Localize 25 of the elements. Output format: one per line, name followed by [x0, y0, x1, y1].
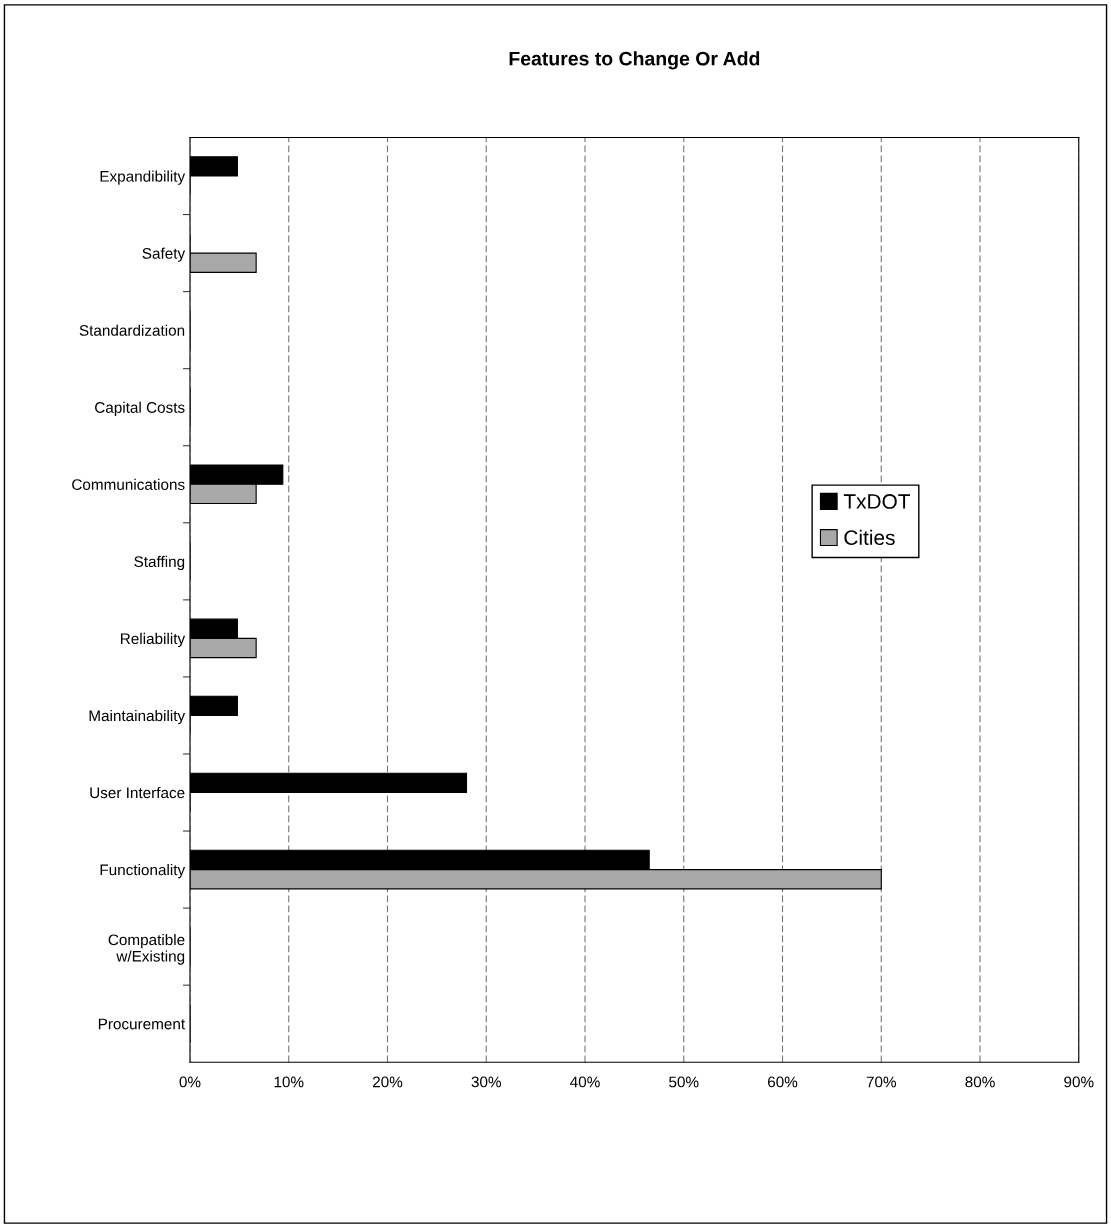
x-tick-label: 20%	[372, 1076, 403, 1088]
y-tick-label: User Interface	[90, 787, 185, 799]
y-tick-label: Functionality	[100, 864, 186, 879]
y-tick-label: Communications	[72, 478, 185, 490]
y-tick-label: Procurement	[98, 1018, 186, 1030]
y-tick-label: Compatible w/Existing	[108, 933, 185, 965]
y-tick-label: Staffing	[134, 555, 185, 571]
x-tick-label: 80%	[965, 1076, 995, 1088]
y-tick-label: Safety	[142, 247, 186, 262]
y-tick-label: Maintainability	[89, 709, 186, 725]
y-tick-label: Standardization	[79, 324, 185, 336]
x-tick-label: 60%	[768, 1076, 798, 1088]
legend-label: TxDOT	[843, 494, 911, 509]
x-tick-label: 70%	[866, 1076, 897, 1088]
x-tick-label: 50%	[669, 1076, 699, 1088]
legend-label: Cities	[844, 529, 895, 546]
x-tick-label: 40%	[570, 1076, 600, 1088]
x-tick-label: 10%	[274, 1076, 304, 1088]
chart-title: Features to Change Or Add	[509, 51, 760, 70]
x-tick-label: 90%	[1064, 1076, 1094, 1088]
y-tick-label: Reliability	[121, 632, 186, 648]
x-tick-label: 30%	[471, 1076, 501, 1088]
y-tick-label: Expandibility	[100, 170, 186, 185]
y-tick-label: Capital Costs	[95, 401, 185, 416]
x-tick-label: 0%	[179, 1076, 201, 1088]
